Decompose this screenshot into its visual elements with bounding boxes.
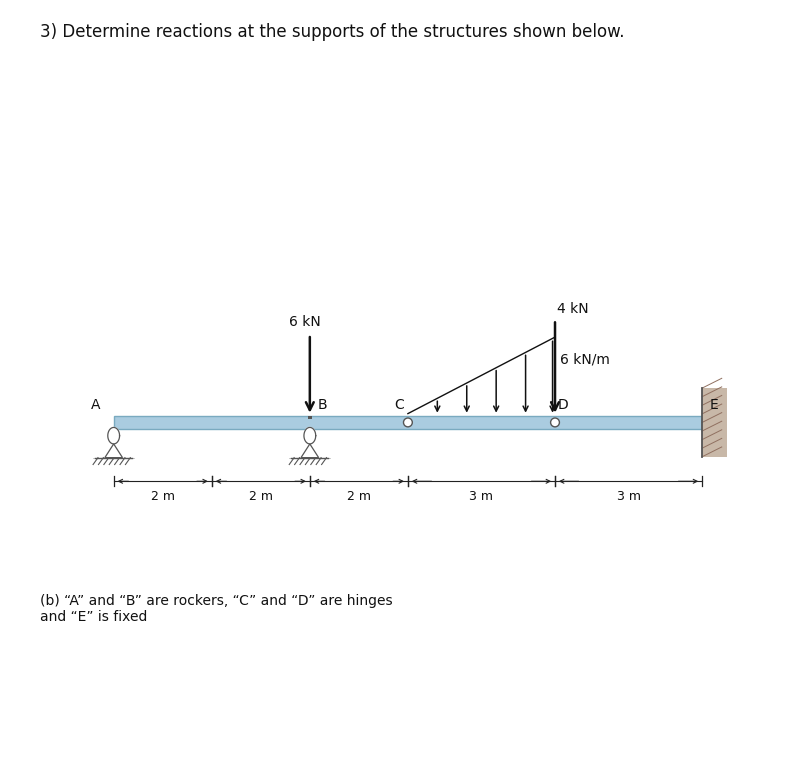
- Text: 2 m: 2 m: [249, 490, 273, 503]
- FancyBboxPatch shape: [114, 416, 702, 429]
- Text: C: C: [394, 398, 404, 412]
- Text: A: A: [90, 398, 100, 412]
- Text: 3 m: 3 m: [469, 490, 494, 503]
- Text: 4 kN: 4 kN: [558, 301, 589, 316]
- Text: 3 m: 3 m: [617, 490, 641, 503]
- Polygon shape: [105, 444, 123, 457]
- FancyBboxPatch shape: [702, 388, 726, 457]
- Text: (b) “A” and “B” are rockers, “C” and “D” are hinges
and “E” is fixed: (b) “A” and “B” are rockers, “C” and “D”…: [40, 594, 393, 624]
- Text: 6 kN: 6 kN: [289, 315, 321, 330]
- Text: 2 m: 2 m: [347, 490, 371, 503]
- Polygon shape: [301, 444, 318, 457]
- Text: B: B: [318, 398, 326, 412]
- FancyBboxPatch shape: [308, 416, 312, 419]
- Circle shape: [403, 418, 412, 427]
- Circle shape: [550, 418, 559, 427]
- Text: 2 m: 2 m: [151, 490, 175, 503]
- Polygon shape: [107, 428, 120, 444]
- Text: D: D: [558, 398, 568, 412]
- Text: 6 kN/m: 6 kN/m: [560, 352, 610, 366]
- Text: 3) Determine reactions at the supports of the structures shown below.: 3) Determine reactions at the supports o…: [40, 23, 625, 41]
- Polygon shape: [304, 428, 316, 444]
- Text: E: E: [709, 398, 718, 412]
